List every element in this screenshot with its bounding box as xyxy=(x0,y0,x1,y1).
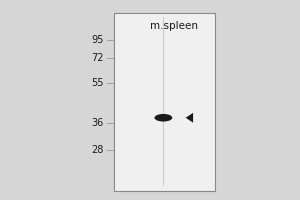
Polygon shape xyxy=(186,113,193,123)
Text: 72: 72 xyxy=(92,53,104,63)
Ellipse shape xyxy=(154,114,172,122)
Text: 28: 28 xyxy=(92,145,104,155)
Text: m.spleen: m.spleen xyxy=(150,21,198,31)
Text: 36: 36 xyxy=(92,118,104,128)
Text: 55: 55 xyxy=(92,78,104,88)
Bar xyxy=(114,13,215,191)
Text: 95: 95 xyxy=(92,35,104,45)
